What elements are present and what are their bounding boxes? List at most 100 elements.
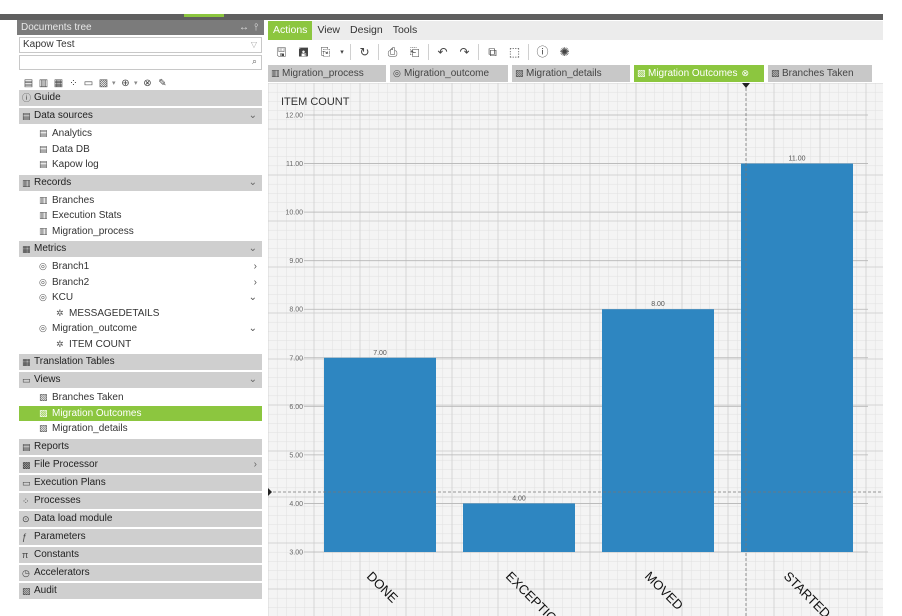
- save-icon[interactable]: 🖫: [276, 44, 287, 59]
- tab-migration-outcome[interactable]: ◎ Migration_outcome: [390, 65, 508, 82]
- chevron-right-icon[interactable]: ›: [253, 261, 257, 272]
- tree-search-input[interactable]: ⌕: [19, 55, 262, 70]
- refresh-icon[interactable]: ↻: [359, 44, 370, 59]
- edit-icon[interactable]: ✎: [158, 77, 167, 89]
- section-data-load-module[interactable]: ⊙ Data load module: [19, 510, 262, 527]
- tree-item-branches-taken[interactable]: ▧ Branches Taken: [19, 390, 262, 406]
- tree-item-analytics[interactable]: ▤ Analytics: [19, 126, 262, 142]
- copy-icon[interactable]: ⎘: [320, 44, 331, 59]
- tab-migration-details[interactable]: ▧ Migration_details: [512, 65, 630, 82]
- tree-item-branch2[interactable]: ◎ Branch2 ›: [19, 275, 262, 291]
- record-icon[interactable]: ▥: [38, 77, 49, 89]
- section-execution-plans[interactable]: ▭ Execution Plans: [19, 474, 262, 491]
- section-parameters[interactable]: ƒ Parameters: [19, 528, 262, 545]
- view-icon[interactable]: ▭: [83, 77, 94, 89]
- menu-design[interactable]: Design: [350, 24, 383, 36]
- chevron-down-icon[interactable]: ⌄: [248, 323, 257, 334]
- toolbar-separator: [528, 44, 529, 60]
- tab-branches-taken[interactable]: ▧ Branches Taken: [768, 65, 872, 82]
- tab-migration-outcomes[interactable]: ▧ Migration Outcomes ⊗: [634, 65, 764, 82]
- chevron-down-icon[interactable]: ⌄: [248, 243, 257, 254]
- pin-icon[interactable]: ⫯: [254, 22, 259, 33]
- chart-canvas[interactable]: 3.00 4.00 5.00 6.00 7.00 8.00 9.00 10.00 11.00 12…: [268, 83, 883, 616]
- menu-actions[interactable]: Actions: [268, 21, 313, 40]
- chevron-down-icon[interactable]: ⌄: [248, 110, 257, 121]
- section-label: Parameters: [34, 530, 86, 542]
- tree-item-migration-outcomes[interactable]: ▧ Migration Outcomes: [19, 405, 262, 421]
- chevron-down-icon[interactable]: ⌄: [248, 292, 257, 303]
- tree-item-label: MESSAGEDETAILS: [69, 307, 160, 319]
- tree-item-data-db[interactable]: ▤ Data DB: [19, 142, 262, 158]
- top-accent: [184, 14, 224, 17]
- file-icon[interactable]: ▧: [98, 77, 109, 89]
- section-label: Reports: [34, 440, 70, 452]
- views-icon: ▭: [22, 375, 31, 385]
- tree-item-migration-outcome[interactable]: ◎ Migration_outcome ⌄: [19, 321, 262, 337]
- section-audit[interactable]: ▨ Audit: [19, 582, 262, 599]
- section-file-processor[interactable]: ▩ File Processor ›: [19, 456, 262, 473]
- tree-item-label: Branch2: [52, 276, 90, 288]
- metrics-icon[interactable]: ▦: [53, 77, 64, 89]
- section-constants[interactable]: π Constants: [19, 546, 262, 563]
- search-icon[interactable]: ⌕: [251, 56, 257, 66]
- chart-y-label: ITEM COUNT: [281, 96, 350, 108]
- database-icon[interactable]: ▤: [23, 77, 34, 89]
- add-icon[interactable]: ⊕: [121, 77, 130, 89]
- project-select-value: Kapow Test: [23, 39, 75, 50]
- view-icon: ▧: [515, 68, 524, 78]
- preview-icon[interactable]: ⧉: [488, 44, 497, 59]
- tree-item-migration-process[interactable]: ▥ Migration_process: [19, 224, 262, 240]
- metrics-icon: ▦: [22, 244, 31, 254]
- menu-tools[interactable]: Tools: [392, 24, 418, 36]
- import-icon[interactable]: ⎗: [409, 44, 420, 59]
- edit-view-icon[interactable]: ⬚: [508, 44, 521, 59]
- close-icon[interactable]: ⊗: [741, 68, 750, 78]
- redo-icon[interactable]: ↷: [459, 44, 470, 59]
- tree-item-messagedetails[interactable]: ✲ MESSAGEDETAILS: [19, 306, 262, 322]
- info-icon[interactable]: ⓘ: [536, 44, 549, 59]
- delete-icon[interactable]: ⊗: [143, 77, 152, 89]
- undo-icon[interactable]: ↶: [437, 44, 448, 59]
- chevron-right-icon[interactable]: ›: [253, 458, 257, 470]
- toolbar-separator: [478, 44, 479, 60]
- tab-migration-process[interactable]: ▥ Migration_process: [268, 65, 386, 82]
- menu-view[interactable]: View: [317, 24, 341, 36]
- tree-item-branches[interactable]: ▥ Branches: [19, 193, 262, 209]
- settings-icon[interactable]: ✺: [559, 44, 570, 59]
- section-metrics[interactable]: ▦ Metrics ⌄: [19, 241, 262, 257]
- toolbar-separator: [428, 44, 429, 60]
- section-views[interactable]: ▭ Views ⌄: [19, 372, 262, 388]
- chevron-down-icon[interactable]: ▾: [340, 48, 344, 56]
- section-label: Data load module: [34, 512, 113, 524]
- panel-title: Documents tree: [21, 22, 92, 33]
- tree-item-item-count[interactable]: ✲ ITEM COUNT: [19, 337, 262, 353]
- chevron-down-icon[interactable]: ▾: [134, 80, 138, 87]
- tree-item-execution-stats[interactable]: ▥ Execution Stats: [19, 208, 262, 224]
- section-translation-tables[interactable]: ▦ Translation Tables: [19, 354, 262, 370]
- metric-icon: ◎: [393, 68, 401, 78]
- project-select[interactable]: Kapow Test ▽: [19, 37, 262, 53]
- chevron-right-icon[interactable]: ›: [253, 276, 257, 288]
- chevron-down-icon[interactable]: ⌄: [248, 374, 257, 385]
- chevron-down-icon[interactable]: ▾: [112, 80, 116, 87]
- tree-item-kapow-log[interactable]: ▤ Kapow log: [19, 157, 262, 173]
- section-accelerators[interactable]: ◷ Accelerators: [19, 564, 262, 581]
- tree-item-branch1[interactable]: ◎ Branch1 ›: [19, 259, 262, 275]
- process-icon[interactable]: ⁘: [69, 77, 78, 89]
- section-guide[interactable]: ⓘ Guide: [19, 90, 262, 106]
- section-processes[interactable]: ⁘ Processes: [19, 492, 262, 509]
- tree-item-label: Migration Outcomes: [52, 407, 142, 419]
- section-records[interactable]: ▥ Records ⌄: [19, 174, 262, 191]
- document-tabs: ▥ Migration_process ◎ Migration_outcome ▧ Mig…: [268, 65, 883, 82]
- database-icon: ▤: [22, 111, 31, 121]
- info-icon: ⓘ: [22, 93, 32, 103]
- save-all-icon[interactable]: 🖪: [298, 44, 309, 59]
- tree-item-kcu[interactable]: ◎ KCU ⌄: [19, 290, 262, 306]
- export-icon[interactable]: ⎙: [387, 44, 398, 59]
- expand-icon[interactable]: ↔: [239, 22, 249, 33]
- section-reports[interactable]: ▤ Reports: [19, 438, 262, 455]
- tree-item-migration-details[interactable]: ▧ Migration_details: [19, 421, 262, 437]
- tree-item-label: Branches: [52, 194, 95, 206]
- section-data-sources[interactable]: ▤ Data sources ⌄: [19, 108, 262, 124]
- chevron-down-icon[interactable]: ⌄: [248, 176, 257, 188]
